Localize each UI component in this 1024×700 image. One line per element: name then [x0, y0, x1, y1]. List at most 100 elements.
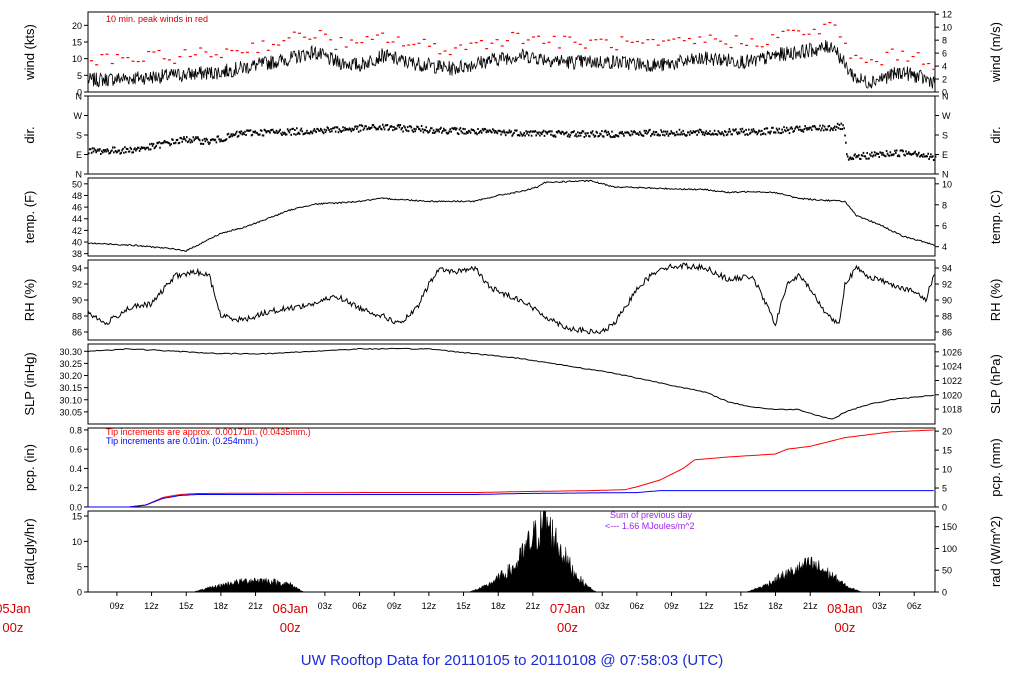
dir-left-axis-label: dir.: [22, 126, 37, 143]
temp-right-tick-label: 10: [942, 179, 952, 189]
time-tick-label: 12z: [699, 601, 714, 611]
time-tick-label: 06z: [352, 601, 367, 611]
rad-right-tick-label: 0: [942, 588, 947, 598]
rh-right-tick-label: 90: [942, 296, 952, 306]
temp-right-tick-label: 6: [942, 221, 947, 231]
wind-right-tick-label: 12: [942, 10, 952, 20]
time-tick-label: 03z: [318, 601, 333, 611]
rad-right-tick-label: 150: [942, 522, 957, 532]
temp-panel-frame: [87, 177, 936, 257]
dir-left-tick-label: S: [76, 131, 82, 141]
slp-series-line: [87, 347, 934, 420]
rh-series-line: [87, 262, 936, 335]
rad-left-tick-label: 15: [72, 512, 82, 522]
wind-right-tick-label: 2: [942, 75, 947, 85]
rh-right-tick-label: 92: [942, 280, 952, 290]
temp-left-tick-label: 42: [72, 226, 82, 236]
time-tick-label: 09z: [664, 601, 679, 611]
time-tick-label: 09z: [110, 601, 125, 611]
pcp-blue-line: [88, 490, 934, 508]
dir-left-tick-label: N: [76, 170, 83, 180]
slp-left-tick-label: 30.30: [59, 347, 82, 357]
slp-right-tick-label: 1026: [942, 347, 962, 357]
rad-annotation: Sum of previous day: [610, 510, 693, 520]
slp-left-tick-label: 30.05: [59, 407, 82, 417]
temp-right-tick-label: 4: [942, 242, 947, 252]
temp-left-tick-label: 46: [72, 203, 82, 213]
wind-left-tick-label: 15: [72, 38, 82, 48]
wind-left-axis-label: wind (kts): [22, 24, 37, 81]
rad-right-tick-label: 100: [942, 544, 957, 554]
radiation-area: [88, 510, 935, 593]
day-label-time: 00z: [557, 620, 578, 635]
time-tick-label: 06z: [630, 601, 645, 611]
pcp-left-tick-label: 0.8: [69, 425, 82, 435]
time-tick-label: 15z: [179, 601, 194, 611]
slp-right-tick-label: 1020: [942, 390, 962, 400]
rad-right-axis-label: rad (W/m^2): [988, 516, 1003, 587]
wind-left-tick-label: 5: [77, 71, 82, 81]
wind-annotation: 10 min. peak winds in red: [106, 14, 208, 24]
day-label-date: 07Jan: [550, 601, 585, 616]
rh-right-tick-label: 86: [942, 328, 952, 338]
rh-left-axis-label: RH (%): [22, 279, 37, 322]
pcp-right-tick-label: 5: [942, 484, 947, 494]
rad-left-axis-label: rad(Lgly/hr): [22, 518, 37, 584]
day-label-time: 00z: [280, 620, 301, 635]
time-tick-label: 21z: [526, 601, 541, 611]
rh-right-axis-label: RH (%): [988, 279, 1003, 322]
wind-left-tick-label: 0: [77, 88, 82, 98]
wind-speed-line: [87, 40, 935, 89]
wind-right-tick-label: 8: [942, 36, 947, 46]
wind-right-tick-label: 4: [942, 62, 947, 72]
temp-left-tick-label: 44: [72, 214, 82, 224]
time-tick-label: 18z: [214, 601, 229, 611]
pcp-left-axis-label: pcp. (in): [22, 444, 37, 491]
wind-right-axis-label: wind (m/s): [988, 22, 1003, 83]
time-tick-label: 12z: [144, 601, 159, 611]
dir-right-axis-label: dir.: [988, 126, 1003, 143]
slp-right-tick-label: 1024: [942, 362, 962, 372]
rad-left-tick-label: 5: [77, 562, 82, 572]
slp-left-axis-label: SLP (inHg): [22, 352, 37, 415]
time-tick-label: 03z: [595, 601, 610, 611]
time-tick-label: 06z: [907, 601, 922, 611]
slp-left-tick-label: 30.10: [59, 395, 82, 405]
wind-right-tick-label: 6: [942, 49, 947, 59]
day-label-time: 00z: [834, 620, 855, 635]
day-label-date: 05Jan: [0, 601, 31, 616]
pcp-right-tick-label: 0: [942, 503, 947, 513]
pcp-right-axis-label: pcp. (mm): [988, 438, 1003, 497]
rh-right-tick-label: 88: [942, 312, 952, 322]
pcp-legend-red: Tip increments are approx. 0.00171in. (0…: [106, 427, 311, 437]
rh-panel-frame: [87, 259, 936, 341]
wind-right-tick-label: 0: [942, 88, 947, 98]
pcp-legend-blue: Tip increments are 0.01in. (0.254mm.): [106, 436, 258, 446]
time-tick-label: 15z: [456, 601, 471, 611]
slp-right-axis-label: SLP (hPa): [988, 354, 1003, 414]
dir-left-tick-label: N: [76, 92, 83, 102]
slp-left-tick-label: 30.20: [59, 371, 82, 381]
rad-left-tick-label: 0: [77, 588, 82, 598]
time-tick-label: 21z: [803, 601, 818, 611]
pcp-red-line: [88, 429, 934, 508]
rh-left-tick-label: 90: [72, 296, 82, 306]
temp-left-axis-label: temp. (F): [22, 191, 37, 244]
pcp-right-tick-label: 10: [942, 465, 952, 475]
slp-panel-frame: [87, 343, 936, 425]
temp-left-tick-label: 48: [72, 191, 82, 201]
pcp-left-tick-label: 0.0: [69, 503, 82, 513]
time-tick-label: 15z: [734, 601, 749, 611]
dir-left-tick-label: W: [74, 111, 83, 121]
pcp-left-tick-label: 0.4: [69, 464, 82, 474]
wind-left-tick-label: 10: [72, 54, 82, 64]
pcp-right-tick-label: 20: [942, 427, 952, 437]
time-tick-label: 12z: [422, 601, 437, 611]
temp-right-tick-label: 8: [942, 200, 947, 210]
time-tick-label: 18z: [491, 601, 506, 611]
day-label-time: 00z: [2, 620, 23, 635]
pcp-left-tick-label: 0.2: [69, 483, 82, 493]
dir-right-tick-label: S: [942, 131, 948, 141]
rad-right-tick-label: 50: [942, 566, 952, 576]
